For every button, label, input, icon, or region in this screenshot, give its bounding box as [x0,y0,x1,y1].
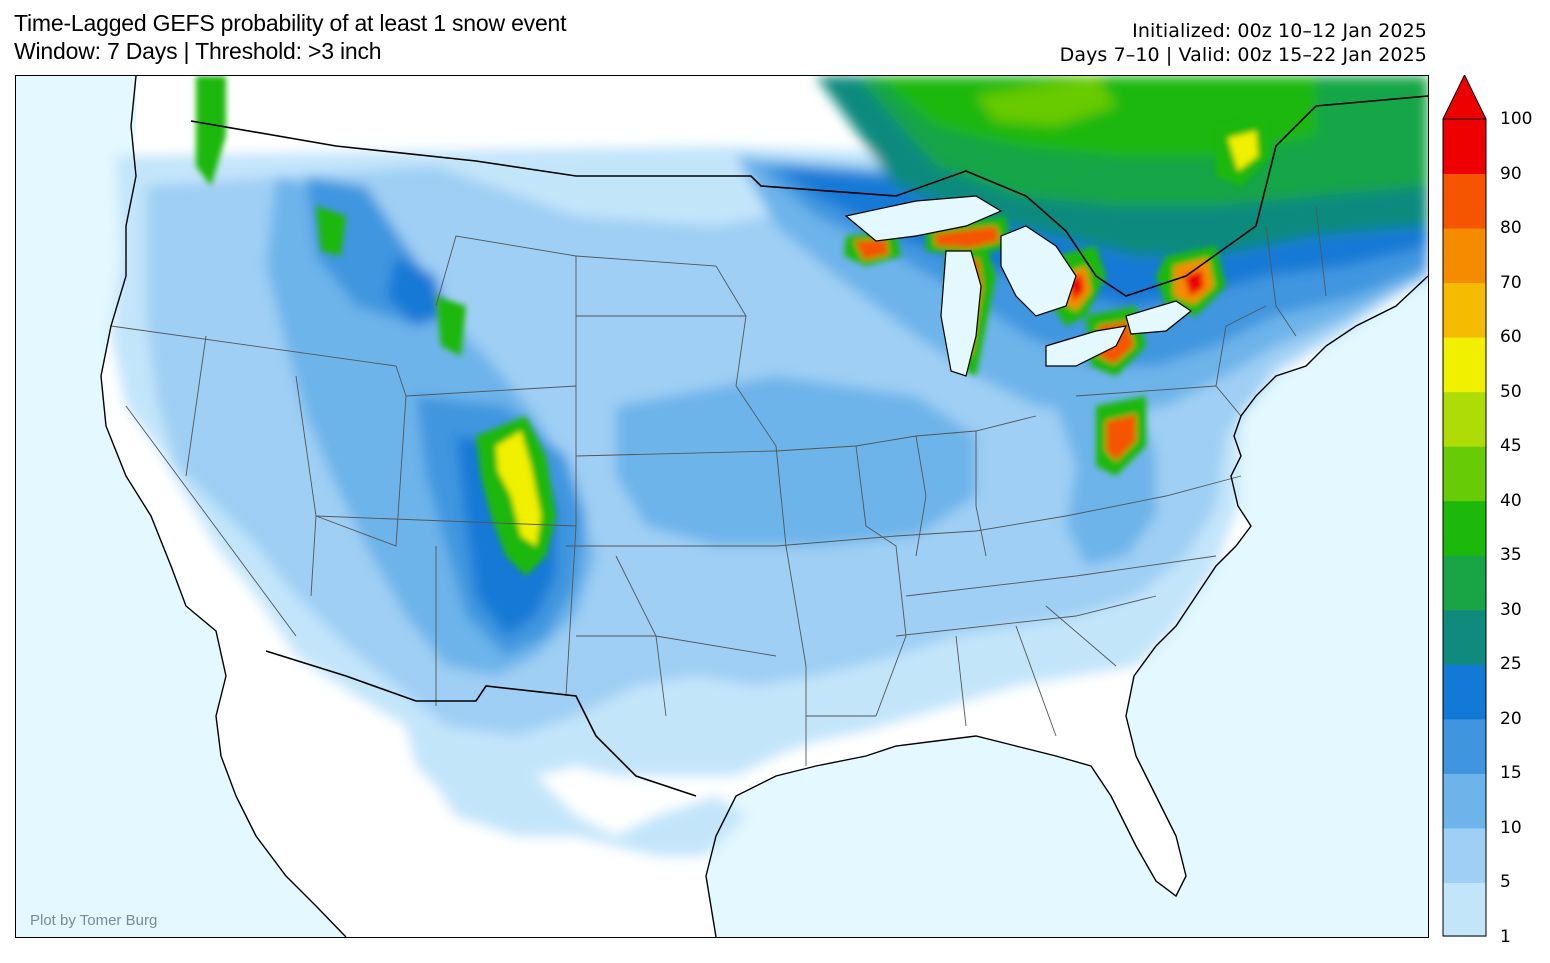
colorbar-swatch-15 [1443,718,1486,774]
colorbar-label-60: 60 [1500,327,1522,348]
colorbar-swatch-45 [1443,391,1486,447]
colorbar-label-80: 80 [1500,218,1522,239]
colorbar-label-5: 5 [1500,872,1511,893]
colorbar-swatch-70 [1443,228,1486,284]
gulf-coastline [705,275,1428,937]
coastline [100,76,347,937]
colorbar-extend-arrow [1442,75,1487,120]
title-line-1: Time-Lagged GEFS probability of at least… [14,10,567,36]
colorbar-label-45: 45 [1500,436,1522,457]
colorbar-label-20: 20 [1500,708,1522,729]
colorbar-swatch-30 [1443,555,1486,611]
state-borders [110,205,1327,766]
colorbar-swatch-40 [1443,446,1486,502]
prob-maxima [196,76,1271,576]
credit-text: Plot by Tomer Burg [30,912,158,929]
title-line-2: Window: 7 Days | Threshold: >3 inch [14,38,382,64]
colorbar-swatch-20 [1443,664,1486,720]
colorbar-swatch-90 [1443,119,1486,175]
colorbar-swatches [1442,118,1487,937]
colorbar-swatch-5 [1443,827,1486,883]
colorbar-swatch-35 [1443,500,1486,556]
colorbar-label-50: 50 [1500,381,1522,402]
colorbar-label-90: 90 [1500,163,1522,184]
colorbar-label-15: 15 [1500,763,1522,784]
init-line-2: Days 7–10 | Valid: 00z 15–22 Jan 2025 [1059,44,1427,66]
great-lakes [844,195,1193,377]
colorbar-swatch-1 [1443,882,1486,937]
colorbar-swatch-10 [1443,773,1486,829]
country-borders [190,95,1428,797]
colorbar-label-40: 40 [1500,490,1522,511]
colorbar-swatch-80 [1443,173,1486,229]
map-panel: Plot by Tomer Burg [15,75,1429,938]
colorbar-label-25: 25 [1500,654,1522,675]
map-svg [100,76,1428,937]
colorbar-swatch-25 [1443,609,1486,665]
colorbar-label-70: 70 [1500,272,1522,293]
colorbar-label-10: 10 [1500,817,1522,838]
colorbar-swatch-60 [1443,282,1486,338]
colorbar-label-1: 1 [1500,927,1511,947]
colorbar-label-35: 35 [1500,545,1522,566]
colorbar [1442,75,1487,937]
colorbar-swatch-50 [1443,337,1486,393]
init-info: Initialized: 00z 10–12 Jan 2025 Days 7–1… [1060,19,1427,67]
init-line-1: Initialized: 00z 10–12 Jan 2025 [1132,20,1427,42]
colorbar-label-30: 30 [1500,599,1522,620]
colorbar-label-100: 100 [1500,109,1533,129]
chart-title: Time-Lagged GEFS probability of at least… [14,9,567,65]
